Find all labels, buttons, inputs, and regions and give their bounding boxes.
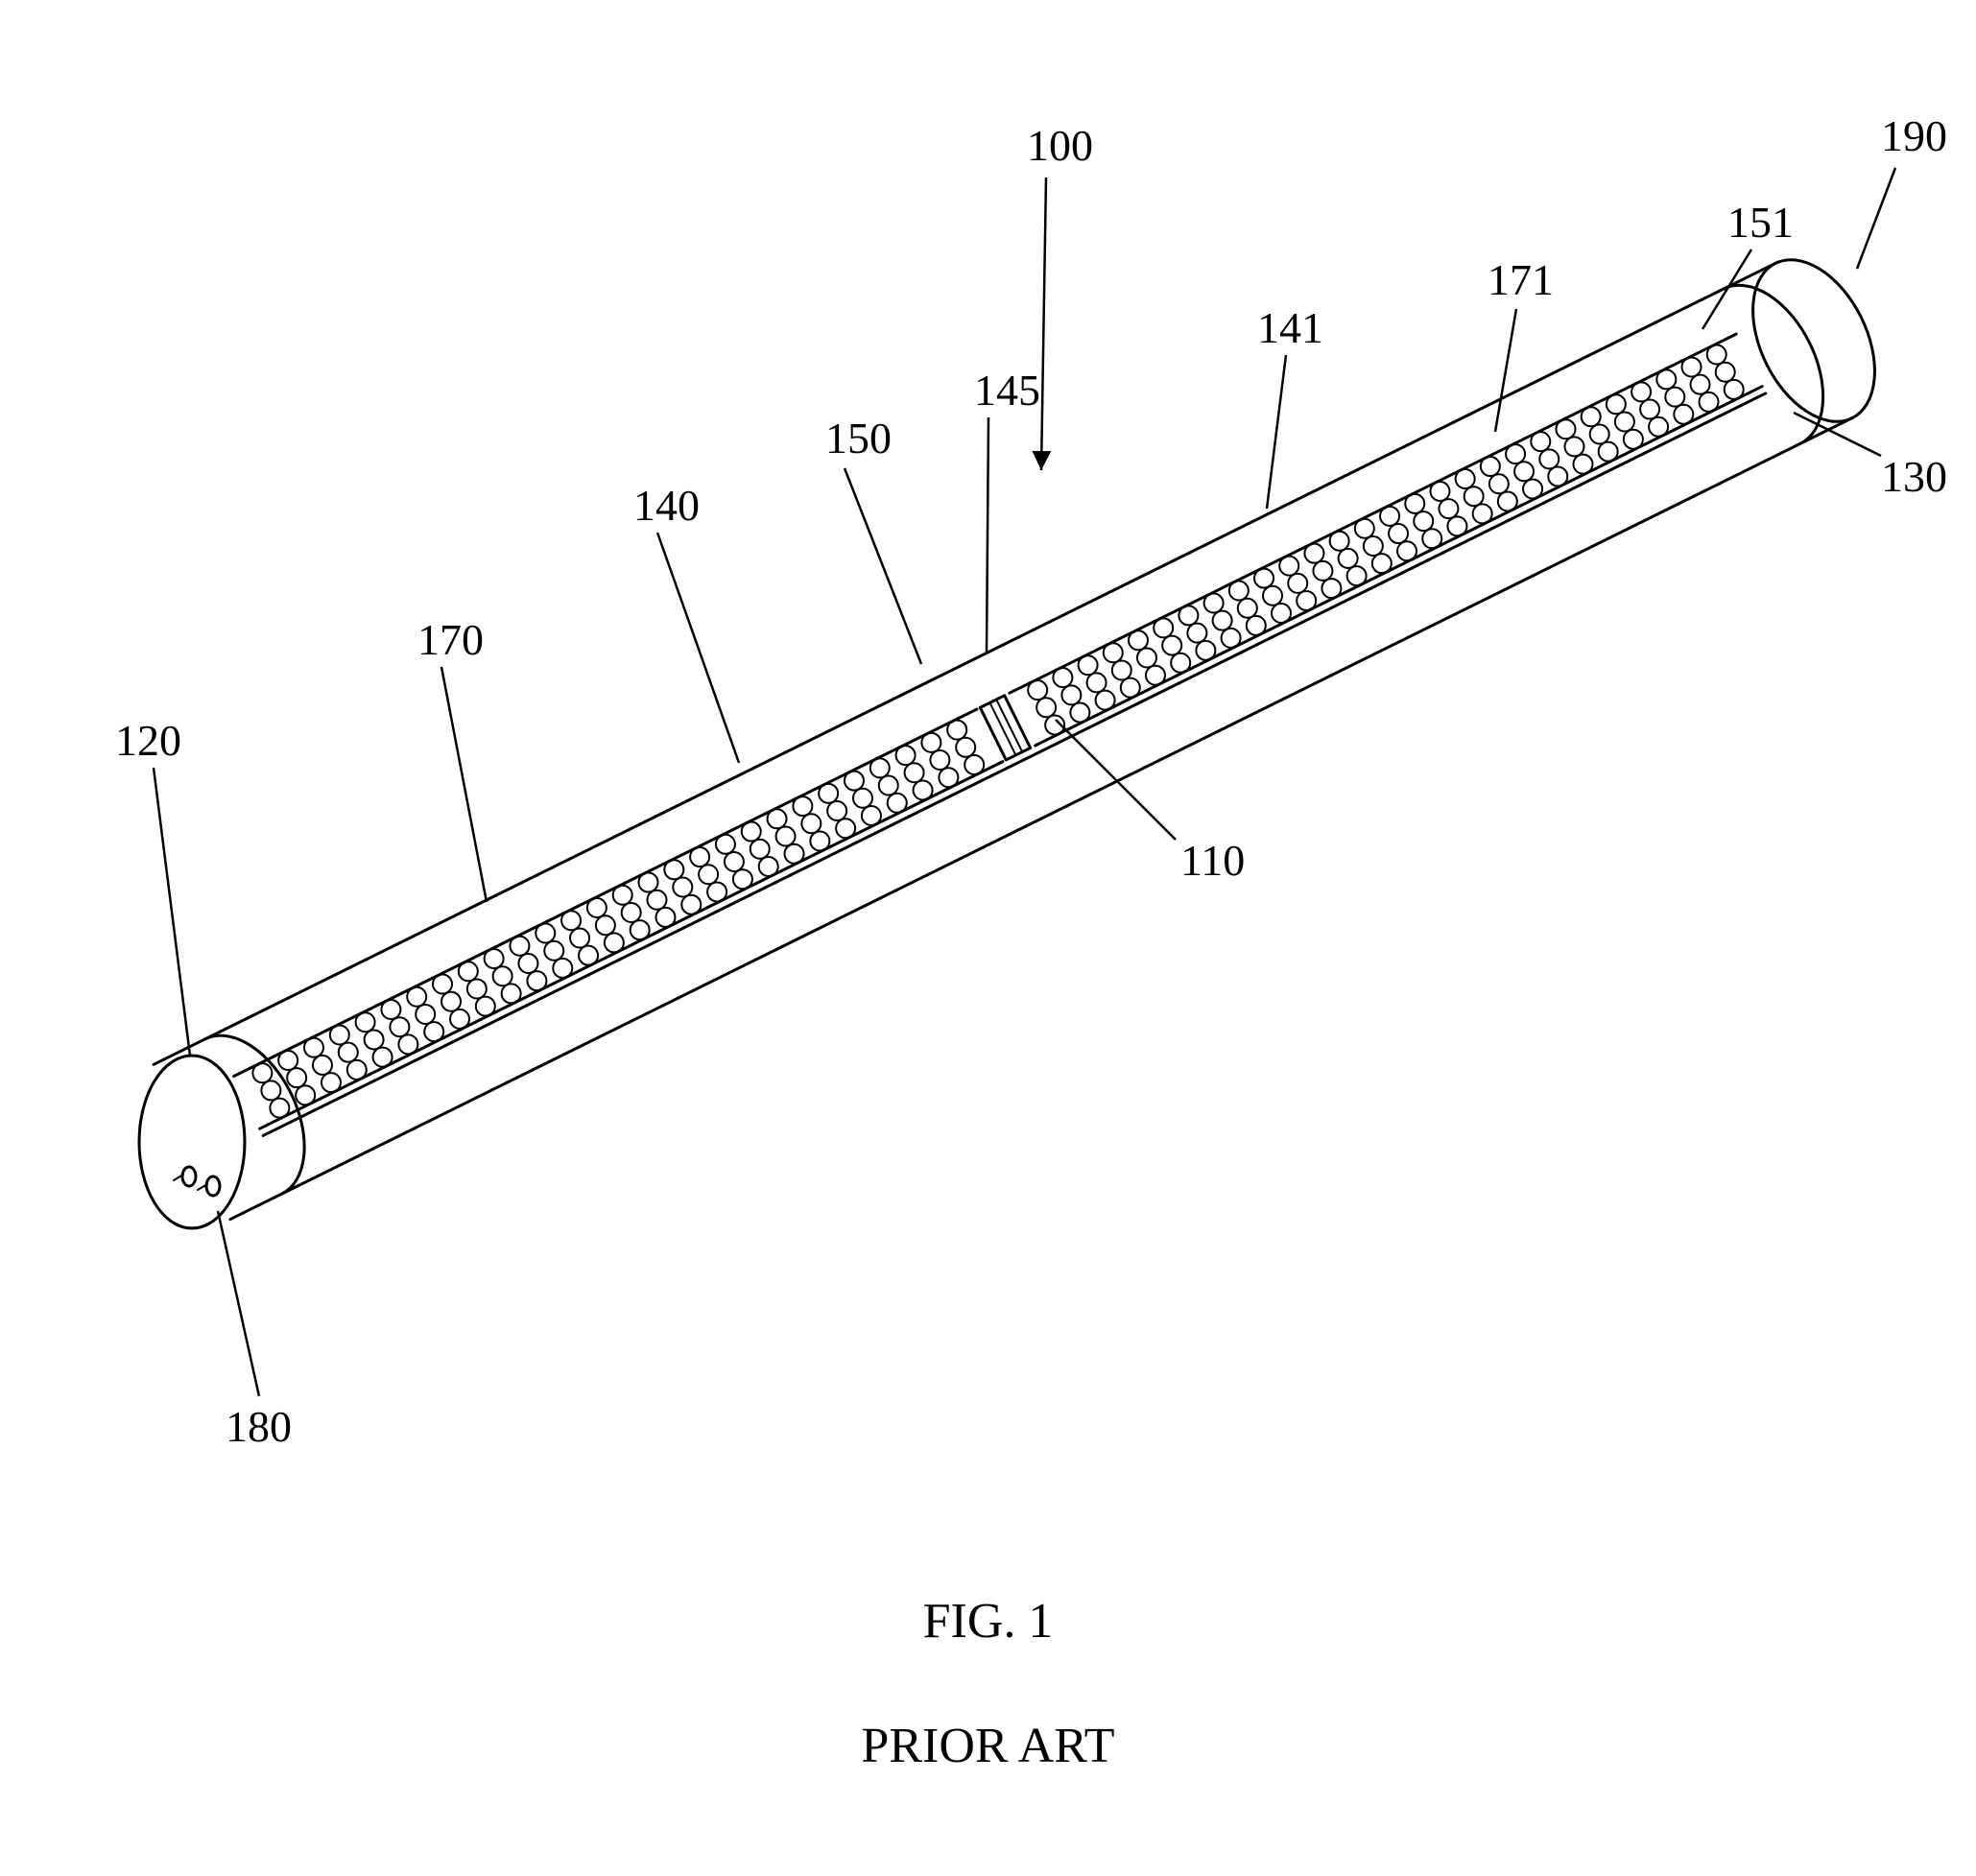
ref-label-151: 151 [1727, 197, 1794, 248]
ref-label-100: 100 [1027, 120, 1093, 171]
ref-label-170: 170 [417, 614, 484, 665]
ref-label-130: 130 [1881, 451, 1947, 502]
ref-label-145: 145 [974, 365, 1040, 416]
ref-label-171: 171 [1488, 254, 1554, 305]
prior-art-caption: PRIOR ART [0, 1718, 1976, 1774]
ref-label-141: 141 [1257, 302, 1323, 353]
figure-caption: FIG. 1 [0, 1593, 1976, 1650]
ref-label-180: 180 [226, 1401, 292, 1452]
ref-label-110: 110 [1180, 835, 1245, 886]
ref-label-120: 120 [115, 715, 181, 766]
ref-label-140: 140 [633, 480, 700, 531]
figure-drawing [0, 0, 1976, 1871]
ref-label-150: 150 [825, 413, 892, 463]
figure-container: 100 190 151 171 141 130 145 150 140 110 … [0, 0, 1976, 1871]
ref-label-190: 190 [1881, 110, 1947, 161]
